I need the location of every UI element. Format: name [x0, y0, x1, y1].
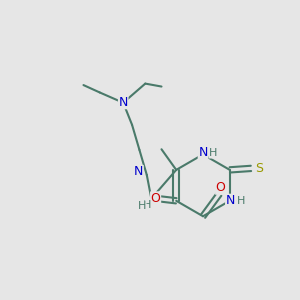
Text: N: N — [134, 165, 143, 178]
Text: N: N — [118, 96, 128, 109]
Text: H: H — [209, 148, 218, 158]
Text: H: H — [138, 201, 146, 211]
Text: O: O — [151, 192, 160, 205]
Text: H: H — [142, 200, 151, 210]
Text: O: O — [216, 181, 226, 194]
Text: N: N — [198, 146, 208, 159]
Text: S: S — [255, 162, 263, 175]
Text: H: H — [237, 196, 245, 206]
Text: N: N — [226, 194, 235, 207]
